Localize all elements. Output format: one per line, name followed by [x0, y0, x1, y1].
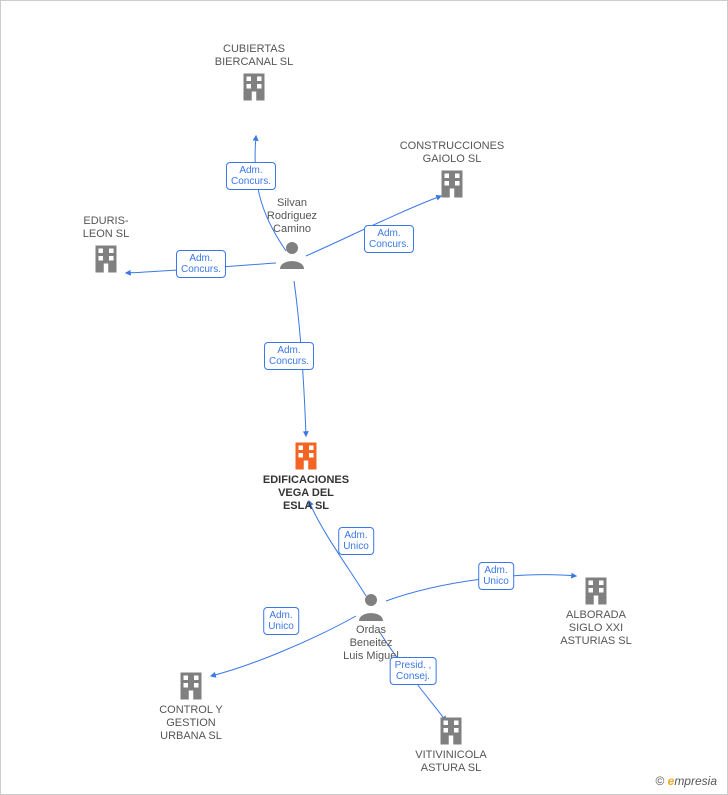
- person-icon: [311, 588, 431, 624]
- edge-label-ordas-control: Adm. Unico: [263, 607, 299, 635]
- building-icon: [246, 438, 366, 474]
- node-label: VITIVINICOLA ASTURA SL: [391, 749, 511, 775]
- node-label: CONTROL Y GESTION URBANA SL: [131, 704, 251, 743]
- edge-label-silvan-construcciones: Adm. Concurs.: [364, 225, 414, 253]
- edge-label-ordas-alborada: Adm. Unico: [478, 562, 514, 590]
- edge-label-ordas-edificaciones: Adm. Unico: [338, 527, 374, 555]
- node-eduris: EDURIS- LEON SL: [46, 215, 166, 277]
- building-icon: [392, 166, 512, 202]
- person-icon: [232, 236, 352, 272]
- edge-label-silvan-edificaciones: Adm. Concurs.: [264, 342, 314, 370]
- diagram-canvas: CUBIERTAS BIERCANAL SL CONSTRUCCIONES GA…: [0, 0, 728, 795]
- edge-label-ordas-vitivinicola: Presid. , Consej.: [390, 657, 437, 685]
- node-edificaciones: EDIFICACIONES VEGA DEL ESLA SL: [246, 438, 366, 513]
- node-label: ALBORADA SIGLO XXI ASTURIAS SL: [536, 609, 656, 648]
- node-construcciones: CONSTRUCCIONES GAIOLO SL: [392, 140, 512, 202]
- brand: empresia: [668, 774, 717, 788]
- node-alborada: ALBORADA SIGLO XXI ASTURIAS SL: [536, 573, 656, 648]
- node-vitivinicola: VITIVINICOLA ASTURA SL: [391, 713, 511, 775]
- node-label: EDIFICACIONES VEGA DEL ESLA SL: [246, 474, 366, 513]
- copyright: © empresia: [655, 774, 717, 788]
- node-label: Silvan Rodriguez Camino: [232, 197, 352, 236]
- edge-label-silvan-eduris: Adm. Concurs.: [176, 250, 226, 278]
- edge-label-silvan-cubiertas: Adm. Concurs.: [226, 162, 276, 190]
- copyright-symbol: ©: [655, 774, 664, 788]
- node-ordas: Ordas Beneitez Luis Miguel: [311, 588, 431, 663]
- node-cubiertas: CUBIERTAS BIERCANAL SL: [194, 43, 314, 105]
- node-control: CONTROL Y GESTION URBANA SL: [131, 668, 251, 743]
- node-label: CUBIERTAS BIERCANAL SL: [194, 43, 314, 69]
- edges-layer: [1, 1, 728, 795]
- building-icon: [391, 713, 511, 749]
- building-icon: [46, 241, 166, 277]
- building-icon: [194, 69, 314, 105]
- building-icon: [131, 668, 251, 704]
- edge-silvan-cubiertas: [255, 136, 286, 251]
- brand-rest: mpresia: [674, 774, 717, 788]
- node-label: CONSTRUCCIONES GAIOLO SL: [392, 140, 512, 166]
- node-label: EDURIS- LEON SL: [46, 215, 166, 241]
- node-silvan: Silvan Rodriguez Camino: [232, 197, 352, 272]
- building-icon: [536, 573, 656, 609]
